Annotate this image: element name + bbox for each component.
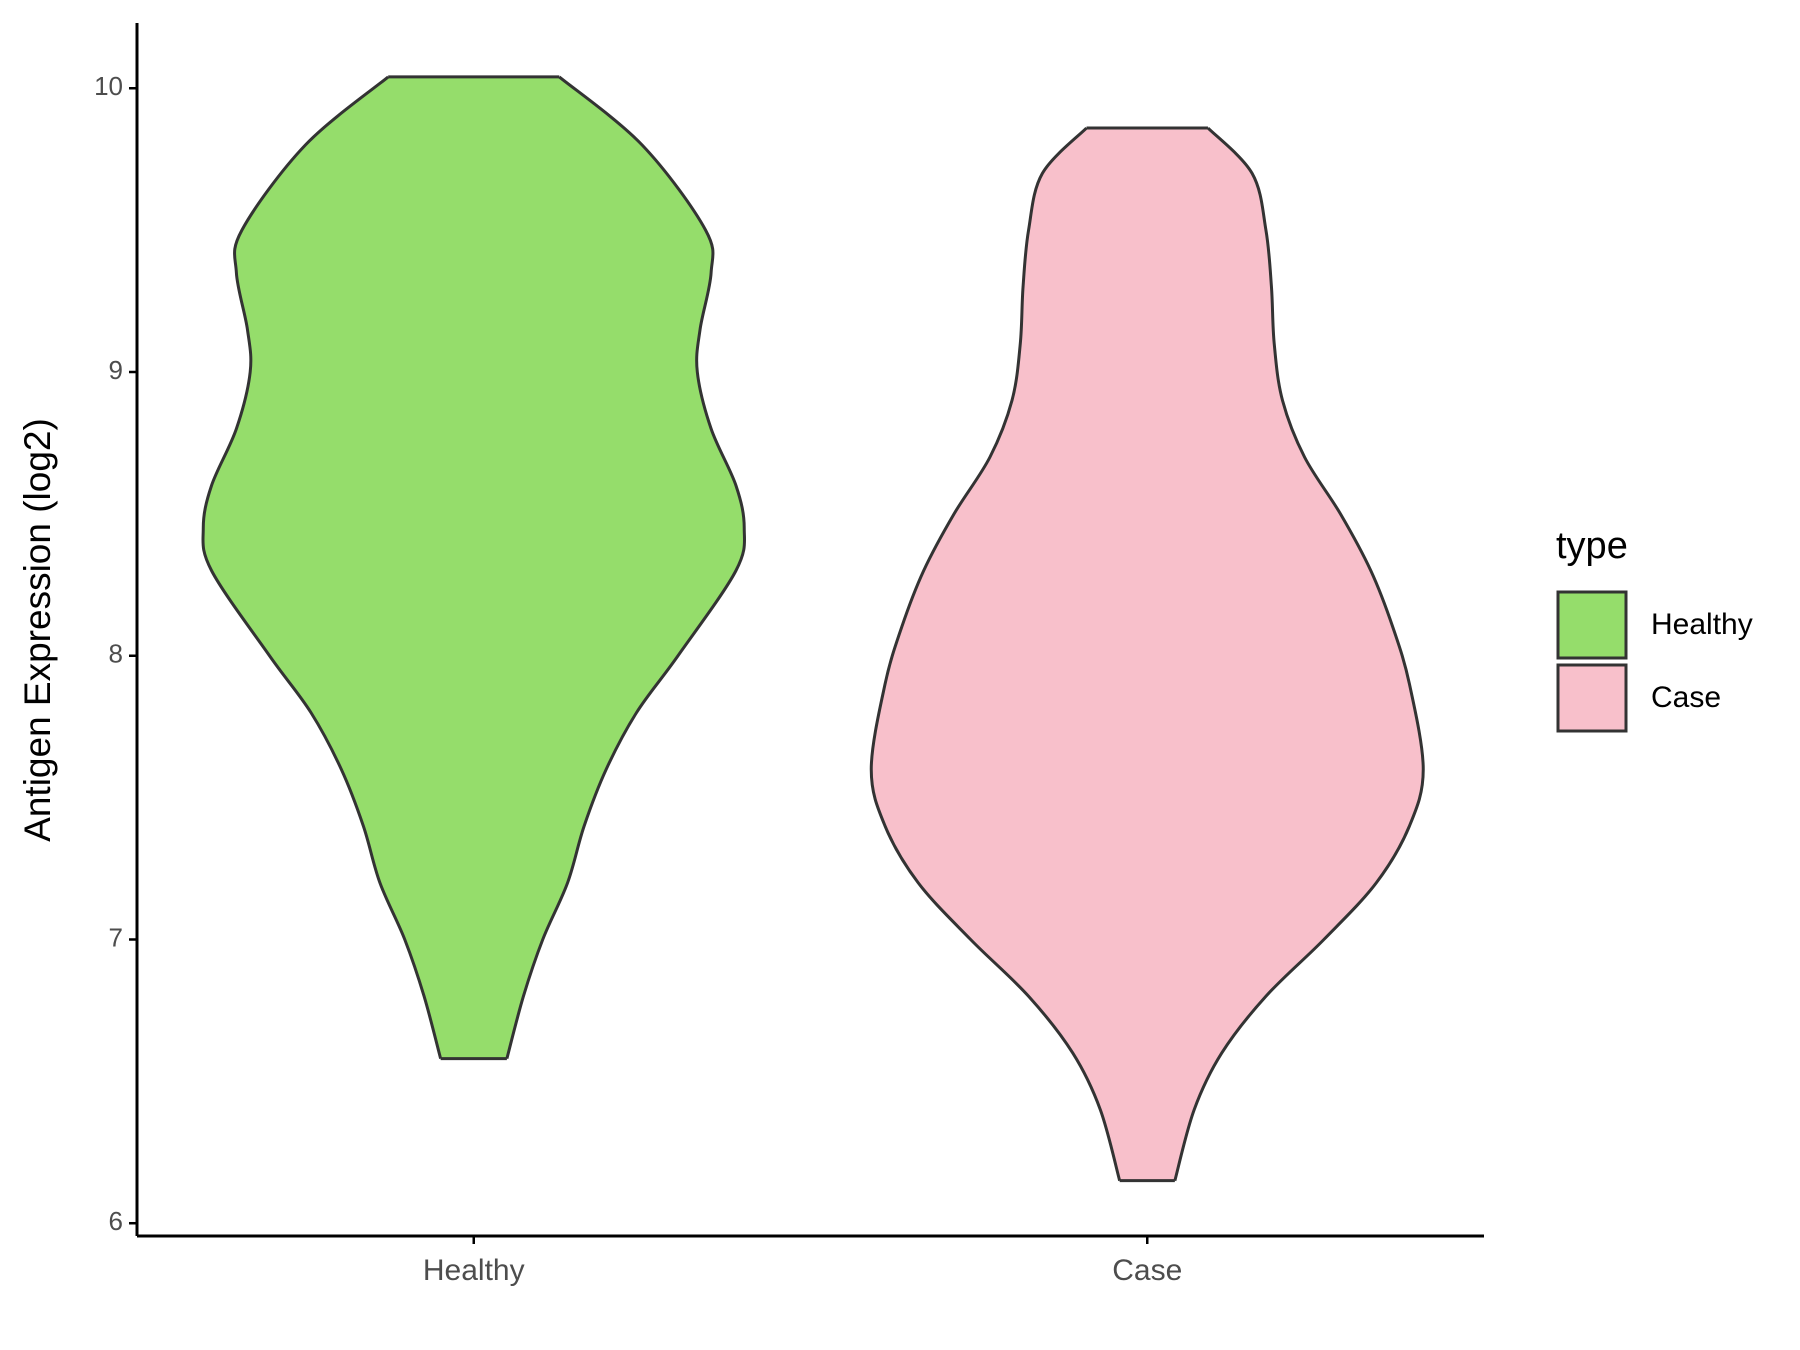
legend-label: Case bbox=[1651, 681, 1721, 714]
y-axis-title: Antigen Expression (log2) bbox=[17, 418, 58, 842]
y-tick-label: 9 bbox=[109, 355, 123, 385]
y-tick-label: 7 bbox=[109, 922, 123, 952]
legend-key bbox=[1556, 590, 1628, 660]
violin-left-edge bbox=[869, 126, 1122, 1182]
x-tick-label: Case bbox=[1112, 1254, 1182, 1287]
legend-title: type bbox=[1556, 525, 1628, 567]
violin-fill bbox=[202, 76, 745, 1059]
violin-right-edge bbox=[505, 75, 747, 1060]
y-tick-label: 8 bbox=[109, 639, 123, 669]
legend-label: Healthy bbox=[1651, 608, 1753, 641]
violin-right-edge bbox=[1173, 126, 1425, 1182]
legend-key bbox=[1556, 663, 1628, 733]
x-tick-label: Healthy bbox=[423, 1254, 525, 1287]
violin-fill bbox=[871, 127, 1424, 1181]
y-tick-label: 10 bbox=[94, 71, 123, 101]
y-tick-label: 6 bbox=[109, 1206, 123, 1236]
violin-left-edge bbox=[201, 75, 443, 1060]
